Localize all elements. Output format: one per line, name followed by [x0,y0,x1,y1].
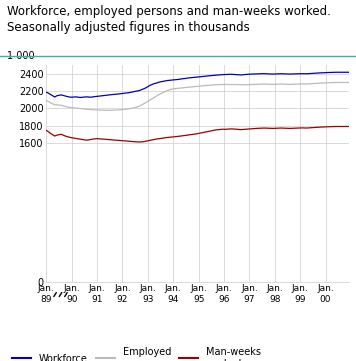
Text: 1 000: 1 000 [7,51,35,61]
Legend: Workforce, Employed
persons, Man-weeks
worked: Workforce, Employed persons, Man-weeks w… [12,347,261,361]
Text: Workforce, employed persons and man-weeks worked.
Seasonally adjusted figures in: Workforce, employed persons and man-week… [7,5,331,34]
